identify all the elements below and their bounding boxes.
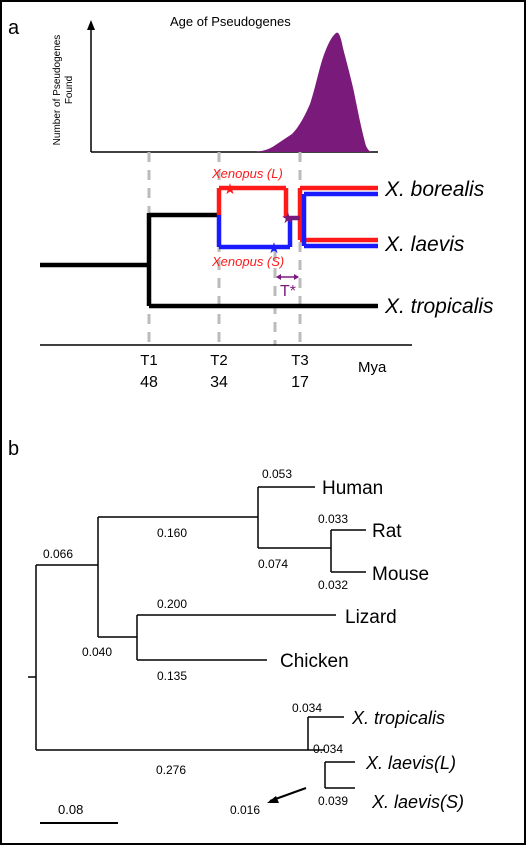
panel-b: b Human Rat Mouse [8,438,464,824]
gene-taxon-human: Human [322,478,383,499]
histogram-ylabel-line1: Number of Pseudogenes [52,35,63,146]
subgenome-S-lineage [216,191,378,250]
label-xenopus-L: Xenopus (L) [211,166,283,181]
t3-value: 17 [291,374,309,391]
t2-label: T2 [210,352,228,369]
taxon-tropicalis: X. tropicalis [384,295,494,318]
scale-bar-label: 0.08 [58,802,83,817]
axis-unit: Mya [358,359,387,376]
bl-rodents: 0.074 [258,557,288,571]
histogram-y-arrow-icon [87,20,95,30]
panel-a-label: a [8,17,20,39]
gene-tree [28,486,366,789]
gene-taxon-lizard: Lizard [345,607,397,628]
star-icon-merge: ★ [281,210,294,227]
tstar-label: T* [280,283,296,300]
bl-sauropsids: 0.040 [82,645,112,659]
panel-a: a Age of Pseudogenes Number of Pseudogen… [8,14,494,391]
t1-value: 48 [140,374,158,391]
histogram-ylabel: Number of Pseudogenes Found [52,35,75,146]
t2-value: 34 [210,374,228,391]
bl-human: 0.053 [262,467,292,481]
inner-branch-arrow-icon [267,796,279,803]
taxon-borealis: X. borealis [384,178,485,201]
bl-xenopus: 0.276 [156,763,186,777]
bl-inner: 0.016 [230,803,260,817]
t1-label: T1 [140,352,158,369]
bl-xtropicalis: 0.034 [292,701,322,715]
taxon-laevis: X. laevis [384,233,465,256]
histogram-ylabel-line2: Found [64,76,75,104]
tstar-arrow-left-icon [276,274,281,280]
gene-taxon-chicken: Chicken [280,651,349,672]
t3-label: T3 [291,352,309,369]
branch-length-labels: 0.053 0.033 0.032 0.074 0.160 0.066 0.20… [43,467,348,817]
bl-xlaevis: 0.034 [313,742,343,756]
bl-amniotes: 0.066 [43,547,73,561]
star-icon-L: ★ [223,181,236,198]
gene-taxon-xtropicalis: X. tropicalis [351,708,445,728]
label-xenopus-S: Xenopus (S) [211,254,284,269]
gene-taxon-rat: Rat [372,521,402,542]
histogram-title: Age of Pseudogenes [170,14,291,29]
bl-chicken: 0.135 [157,669,187,683]
star-icon-S: ★ [267,240,280,257]
gene-taxon-mouse: Mouse [372,564,429,585]
tstar-interval: T* [276,274,299,300]
bl-xlaevis-S: 0.039 [318,794,348,808]
gene-taxon-xlaevis-L: X. laevis(L) [365,753,456,773]
bl-rat: 0.033 [318,512,348,526]
gene-taxon-xlaevis-S: X. laevis(S) [371,792,464,812]
bl-mammals: 0.160 [157,526,187,540]
species-tree [40,212,378,309]
subgenome-L-lineage [216,185,378,243]
panel-b-label: b [8,438,19,460]
bl-lizard: 0.200 [157,597,187,611]
tstar-arrow-right-icon [294,274,299,280]
bl-mouse: 0.032 [318,578,348,592]
pseudogene-age-density [255,32,372,152]
